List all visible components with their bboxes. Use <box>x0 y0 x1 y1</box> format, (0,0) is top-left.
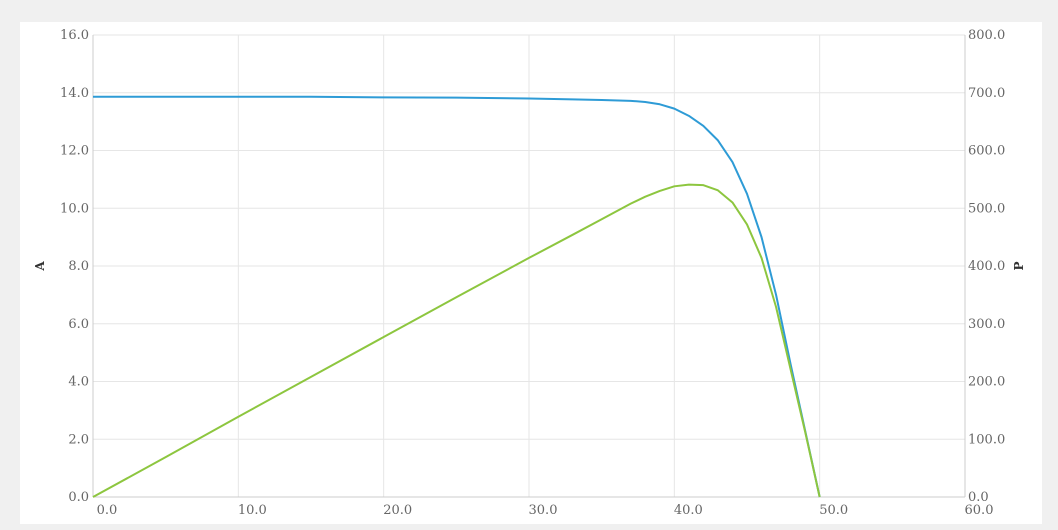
x-tick-label: 20.0 <box>383 503 412 518</box>
x-tick-label: 0.0 <box>97 503 118 518</box>
y-tick-label: 4.0 <box>68 375 89 390</box>
y2-tick-label: 700.0 <box>968 86 1005 101</box>
y2-tick-label: 500.0 <box>968 201 1005 216</box>
y-tick-label: 10.0 <box>60 201 89 216</box>
y-tick-label: 0.0 <box>68 490 89 505</box>
x-tick-label: 10.0 <box>238 503 267 518</box>
x-tick-label: 60.0 <box>965 503 994 518</box>
y2-tick-label: 300.0 <box>968 317 1005 332</box>
y-axis-title: A <box>33 261 47 272</box>
tick-labels: 0.0 2.0 4.0 6.0 8.0 10.0 12.0 14.0 16.0 0.0 100.0 2… <box>60 28 1005 518</box>
x-tick-label: 50.0 <box>819 503 848 518</box>
x-tick-label: 40.0 <box>674 503 703 518</box>
y-tick-label: 12.0 <box>60 144 89 159</box>
y2-tick-label: 100.0 <box>968 432 1005 447</box>
y2-axis-title: P <box>1012 261 1026 270</box>
y2-tick-label: 200.0 <box>968 375 1005 390</box>
x-tick-label: 30.0 <box>529 503 558 518</box>
series-line-2 <box>92 183 821 498</box>
y-tick-label: 16.0 <box>60 28 89 43</box>
y-tick-label: 14.0 <box>60 86 89 101</box>
series-layer <box>92 95 821 498</box>
chart-svg: 0.0 2.0 4.0 6.0 8.0 10.0 12.0 14.0 16.0 0.0 100.0 2… <box>33 28 1026 518</box>
y2-tick-label: 400.0 <box>968 259 1005 274</box>
y2-tick-label: 800.0 <box>968 28 1005 43</box>
grid-lines <box>93 34 965 497</box>
y-tick-label: 2.0 <box>68 432 89 447</box>
series-line-1 <box>93 95 821 498</box>
y-tick-label: 8.0 <box>68 259 89 274</box>
y2-tick-label: 600.0 <box>968 144 1005 159</box>
y2-tick-label: 0.0 <box>968 490 989 505</box>
chart-frame: 0.0 2.0 4.0 6.0 8.0 10.0 12.0 14.0 16.0 0.0 100.0 2… <box>20 22 1042 524</box>
y-tick-label: 6.0 <box>68 317 89 332</box>
